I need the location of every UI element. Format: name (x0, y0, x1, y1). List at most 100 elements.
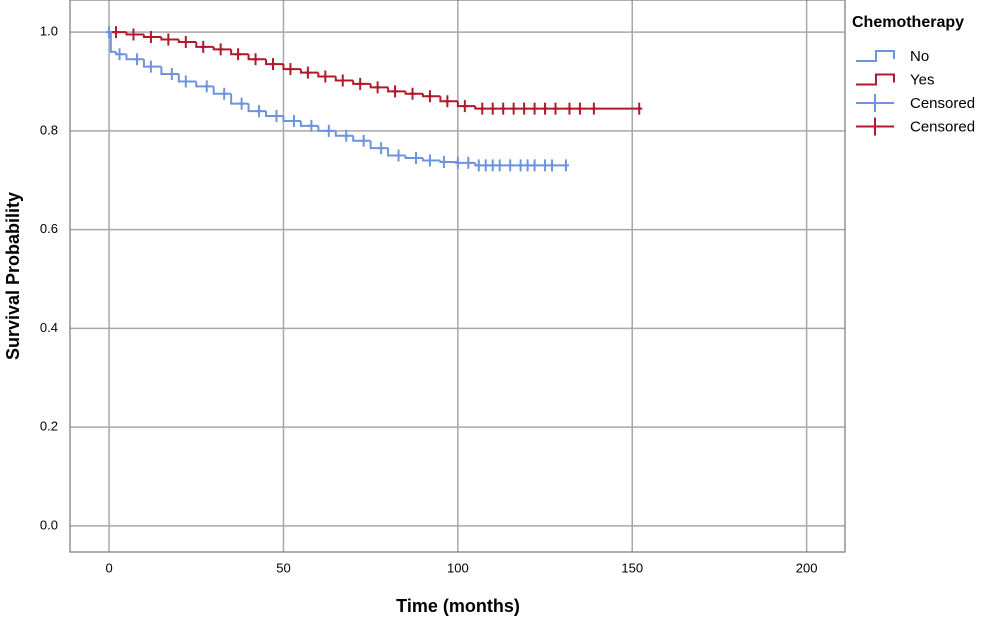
survival-step (177, 39, 197, 43)
survival-step (247, 103, 267, 113)
legend-swatch (856, 50, 895, 62)
censor-mark (360, 134, 367, 147)
censor-mark (444, 95, 451, 108)
survival-step (142, 34, 162, 39)
censor-mark (343, 129, 350, 142)
x-tick-label: 50 (276, 560, 290, 575)
censor-mark (357, 77, 364, 90)
censor-mark (395, 149, 402, 162)
censor-mark (542, 102, 549, 115)
censor-mark (440, 155, 447, 168)
censor-mark (412, 151, 419, 164)
x-axis-title: Time (months) (396, 596, 520, 616)
censor-mark (531, 102, 538, 115)
survival-step (142, 59, 162, 68)
censor-mark (374, 81, 381, 94)
censor-mark (542, 159, 549, 172)
censor-mark (238, 97, 245, 110)
survival-step (160, 37, 179, 41)
survival-step (282, 64, 301, 71)
legend-swatch (856, 94, 894, 112)
censor-mark (510, 102, 517, 115)
censor-mark (287, 63, 294, 76)
legend-label: Censored (910, 95, 975, 112)
censor-mark (182, 75, 189, 88)
censor-mark (636, 102, 643, 115)
censor-mark (552, 102, 559, 115)
survival-step (334, 76, 354, 82)
censor-mark (130, 28, 137, 41)
legend-label: No (910, 48, 929, 65)
censor-mark (290, 114, 297, 127)
censor-mark (252, 53, 259, 66)
survival-step (387, 148, 406, 157)
censor-mark (168, 68, 175, 81)
censor-mark (165, 33, 172, 46)
censor-mark (392, 85, 399, 98)
survival-step (230, 93, 249, 105)
x-tick-label: 200 (796, 560, 818, 575)
censor-mark (147, 60, 154, 73)
survival-step (115, 51, 127, 56)
censor-mark (409, 87, 416, 100)
plot-frame (69, 0, 846, 553)
censor-mark (549, 159, 556, 172)
censor-mark (322, 70, 329, 83)
survival-step (212, 86, 232, 95)
y-tick-label: 0.2 (40, 419, 58, 434)
y-tick-label: 1.0 (40, 24, 58, 39)
censor-mark (521, 102, 528, 115)
censor-mark (507, 159, 514, 172)
survival-step (404, 91, 423, 95)
censor-mark (482, 159, 489, 172)
legend-swatch (856, 73, 895, 86)
survival-step (474, 106, 640, 110)
censor-mark (566, 102, 573, 115)
survival-step (421, 93, 441, 98)
censor-mark (426, 154, 433, 167)
survival-step (439, 160, 458, 163)
legend-title: Chemotherapy (852, 14, 964, 31)
survival-step (230, 49, 249, 56)
survival-step (439, 96, 458, 103)
survival-step (109, 32, 117, 53)
censor-mark (496, 159, 503, 172)
survival-step (195, 41, 214, 48)
censor-mark (475, 159, 482, 172)
censor-mark (426, 90, 433, 103)
censor-mark (524, 159, 531, 172)
y-tick-label: 0.6 (40, 221, 58, 236)
survival-step (212, 46, 232, 51)
censor-mark (200, 40, 207, 53)
censor-mark (517, 159, 524, 172)
survival-step (456, 101, 476, 108)
censor-mark (235, 48, 242, 61)
x-tick-label: 100 (447, 560, 469, 575)
survival-step (177, 74, 197, 83)
legend-label: Censored (910, 118, 975, 135)
censor-mark (133, 53, 140, 66)
censor-mark (147, 31, 154, 44)
censor-mark (269, 58, 276, 71)
censor-mark (339, 74, 346, 87)
censor-mark (256, 105, 263, 118)
censor-mark (182, 35, 189, 48)
censor-mark (489, 102, 496, 115)
y-tick-label: 0.0 (40, 517, 58, 532)
censor-mark (590, 102, 597, 115)
survival-step (369, 83, 389, 89)
censor-mark (273, 110, 280, 123)
y-axis-title: Survival Probability (3, 192, 23, 360)
censor-mark (461, 100, 468, 113)
censor-mark (308, 119, 315, 132)
censor-mark (489, 159, 496, 172)
survival-step (352, 80, 371, 85)
censor-mark (325, 124, 332, 137)
censor-mark (217, 43, 224, 56)
censor-mark (378, 142, 385, 155)
censor-mark (576, 102, 583, 115)
censor-mark (221, 87, 228, 100)
survival-step (317, 72, 336, 78)
censor-mark (479, 102, 486, 115)
censor-mark (465, 156, 472, 169)
